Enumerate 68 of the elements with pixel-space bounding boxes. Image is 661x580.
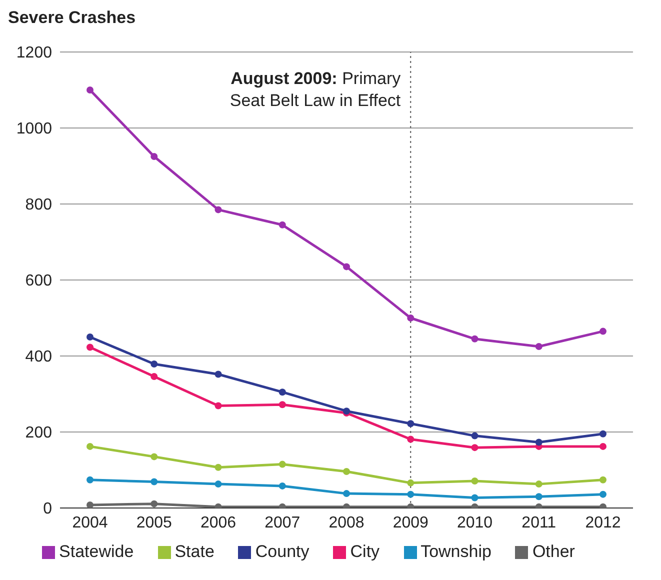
point (343, 468, 350, 476)
legend-label: Township (420, 542, 492, 561)
x-tick-label: 2006 (200, 514, 236, 532)
x-tick-label: 2005 (136, 514, 172, 532)
point (278, 388, 286, 396)
point (600, 430, 606, 438)
y-tick-label: 800 (25, 196, 52, 214)
point (278, 401, 286, 408)
point (600, 476, 606, 484)
legend-label: State (174, 542, 214, 561)
point (86, 344, 94, 351)
point (600, 490, 606, 498)
point (471, 444, 478, 452)
point (471, 432, 478, 440)
y-tick-label: 1000 (16, 120, 52, 138)
point (214, 480, 222, 488)
y-tick-label: 200 (25, 424, 52, 442)
x-tick-label: 2004 (72, 514, 108, 532)
point (343, 263, 350, 270)
point (86, 86, 94, 94)
point (471, 494, 478, 502)
point (150, 500, 158, 508)
point (278, 482, 286, 490)
point (278, 460, 286, 468)
chart-title: Severe Crashes (8, 8, 137, 28)
point (535, 480, 542, 488)
x-tick-label: 2007 (264, 514, 300, 532)
y-tick-label: 400 (25, 348, 52, 366)
point (86, 501, 94, 508)
y-tick-label: 1200 (16, 44, 52, 62)
point (600, 328, 606, 335)
point (150, 453, 158, 460)
point (407, 479, 414, 486)
point (535, 343, 542, 350)
point (214, 402, 222, 410)
legend-label: Other (532, 542, 575, 561)
point (471, 335, 478, 342)
point (407, 314, 414, 322)
legend-label: County (255, 542, 310, 561)
point (214, 206, 222, 214)
y-tick-label: 0 (43, 500, 52, 518)
point (214, 370, 222, 378)
y-tick-label: 600 (25, 272, 52, 290)
point (150, 478, 158, 486)
point (535, 493, 542, 500)
x-tick-label: 2012 (585, 514, 621, 532)
point (407, 436, 414, 443)
point (278, 221, 286, 228)
point (86, 334, 94, 340)
point (86, 476, 94, 484)
x-tick-label: 2008 (328, 514, 364, 532)
point (86, 442, 94, 450)
ref-line-label: August 2009: Primary Seat Belt Law in Effect (230, 69, 402, 110)
point (214, 464, 222, 471)
legend-label: City (350, 542, 380, 561)
point (150, 360, 158, 368)
point (150, 373, 158, 380)
point (600, 442, 606, 450)
point (407, 420, 414, 428)
point (535, 438, 542, 446)
point (407, 490, 414, 498)
legend-label: Statewide (59, 542, 134, 561)
x-tick-label: 2009 (392, 514, 429, 532)
x-tick-label: 2011 (522, 514, 556, 532)
point (471, 478, 478, 485)
point (150, 153, 158, 160)
point (343, 490, 350, 498)
x-tick-label: 2010 (456, 514, 493, 532)
